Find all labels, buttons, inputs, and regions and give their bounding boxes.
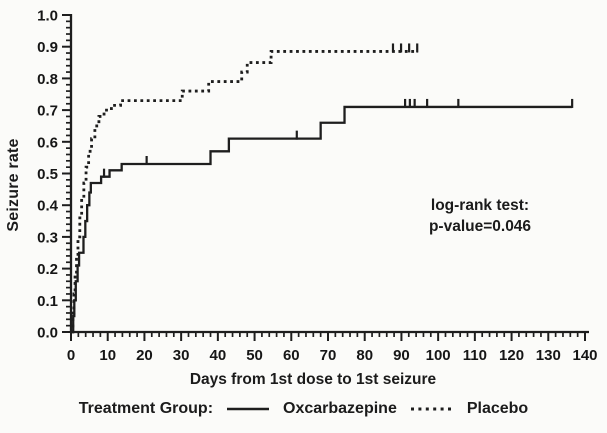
y-axis-title: Seizure rate bbox=[5, 138, 22, 232]
x-tick-label: 130 bbox=[536, 347, 561, 364]
x-tick-label: 50 bbox=[246, 347, 263, 364]
x-tick-label: 30 bbox=[173, 347, 190, 364]
x-tick-label: 10 bbox=[99, 347, 116, 364]
y-tick-label: 0.7 bbox=[37, 103, 58, 120]
y-tick-label: 0.1 bbox=[37, 293, 58, 310]
x-tick-label: 100 bbox=[426, 347, 451, 364]
y-tick-label: 0.3 bbox=[37, 229, 58, 246]
legend-label-placebo: Placebo bbox=[466, 400, 529, 417]
x-tick-label: 20 bbox=[136, 347, 153, 364]
x-axis-title: Days from 1st dose to 1st seizure bbox=[189, 371, 437, 388]
x-tick-label: 40 bbox=[210, 347, 227, 364]
legend-line-solid-icon bbox=[226, 400, 270, 418]
x-tick-label: 80 bbox=[356, 347, 373, 364]
axes-frame bbox=[69, 14, 589, 334]
legend-title: Treatment Group: bbox=[78, 400, 214, 417]
legend: Treatment Group: Oxcarbazepine Placebo bbox=[0, 400, 607, 418]
x-tick-label: 70 bbox=[320, 347, 337, 364]
log-rank-annotation-line2: p-value=0.046 bbox=[428, 218, 532, 235]
y-tick-label: 0.8 bbox=[37, 71, 58, 88]
legend-line-dotted-icon bbox=[410, 400, 454, 418]
y-tick-label: 0.2 bbox=[37, 261, 58, 278]
x-tick-label: 120 bbox=[499, 347, 524, 364]
legend-label-oxcarbazepine: Oxcarbazepine bbox=[283, 400, 397, 417]
y-tick-label: 0.5 bbox=[37, 166, 58, 183]
x-tick-label: 140 bbox=[572, 347, 597, 364]
x-tick-label: 60 bbox=[283, 347, 300, 364]
y-tick-label: 0.4 bbox=[37, 198, 59, 215]
x-tick-label: 0 bbox=[67, 347, 75, 364]
y-tick-label: 1.0 bbox=[37, 8, 58, 25]
log-rank-annotation-line1: log-rank test: bbox=[430, 197, 530, 214]
y-tick-label: 0.0 bbox=[37, 325, 58, 342]
x-tick-label: 110 bbox=[463, 347, 487, 364]
x-tick-label: 90 bbox=[393, 347, 410, 364]
y-tick-label: 0.6 bbox=[37, 134, 58, 151]
log-rank-annotation: log-rank test: p-value=0.046 bbox=[429, 195, 531, 237]
y-tick-label: 0.9 bbox=[37, 39, 58, 56]
curve-placebo bbox=[71, 50, 418, 334]
